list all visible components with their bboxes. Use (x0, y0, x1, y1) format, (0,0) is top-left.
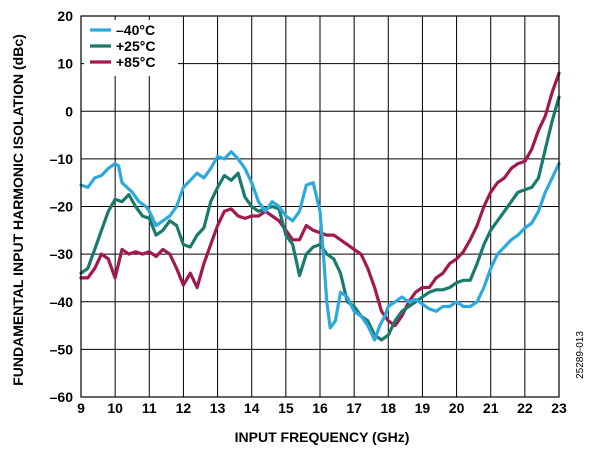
series-line-1 (79, 150, 561, 342)
series-line-2 (79, 95, 561, 342)
legend: –40°C+25°C+85°C (84, 20, 178, 76)
x-tick-label: 16 (312, 400, 328, 416)
series-lines (79, 71, 561, 342)
x-tick-label: 17 (346, 400, 362, 416)
x-axis-title: INPUT FREQUENCY (GHz) (235, 429, 410, 445)
x-tick-label: 19 (415, 400, 431, 416)
x-tick-label: 10 (107, 400, 123, 416)
x-tick-label: 18 (380, 400, 396, 416)
y-tick-label: 0 (65, 103, 73, 119)
y-tick-label: –30 (50, 246, 74, 262)
x-tick-label: 12 (176, 400, 192, 416)
y-tick-label: 10 (57, 56, 73, 72)
x-tick-label: 23 (551, 400, 567, 416)
axes: 9 10 11 12 13 14 15 16 17 18 19 20 21 22 23 –60 –50 –40 –3… (50, 8, 567, 416)
y-axis-title: FUNDAMENTAL INPUT HARMONIC ISOLATION (dB… (10, 34, 26, 386)
series-line-3 (79, 71, 561, 328)
legend-label: +25°C (116, 38, 155, 54)
y-tick-label: –10 (50, 151, 74, 167)
legend-label: –40°C (116, 22, 155, 38)
x-tick-label: 13 (210, 400, 226, 416)
x-tick-label: 22 (517, 400, 533, 416)
x-tick-label: 14 (244, 400, 260, 416)
y-tick-label: –50 (50, 341, 74, 357)
legend-label: +85°C (116, 54, 155, 70)
y-tick-label: 20 (57, 8, 73, 24)
x-tick-label: 15 (278, 400, 294, 416)
y-tick-label: –20 (50, 199, 74, 215)
grid (80, 15, 560, 398)
y-tick-label: –60 (50, 389, 74, 405)
plot-frame (80, 15, 560, 398)
figure-id: 25289-013 (575, 331, 586, 379)
x-tick-label: 21 (483, 400, 499, 416)
x-tick-label: 9 (77, 400, 85, 416)
x-tick-label: 11 (142, 400, 157, 416)
x-tick-label: 20 (449, 400, 465, 416)
y-tick-label: –40 (50, 294, 74, 310)
